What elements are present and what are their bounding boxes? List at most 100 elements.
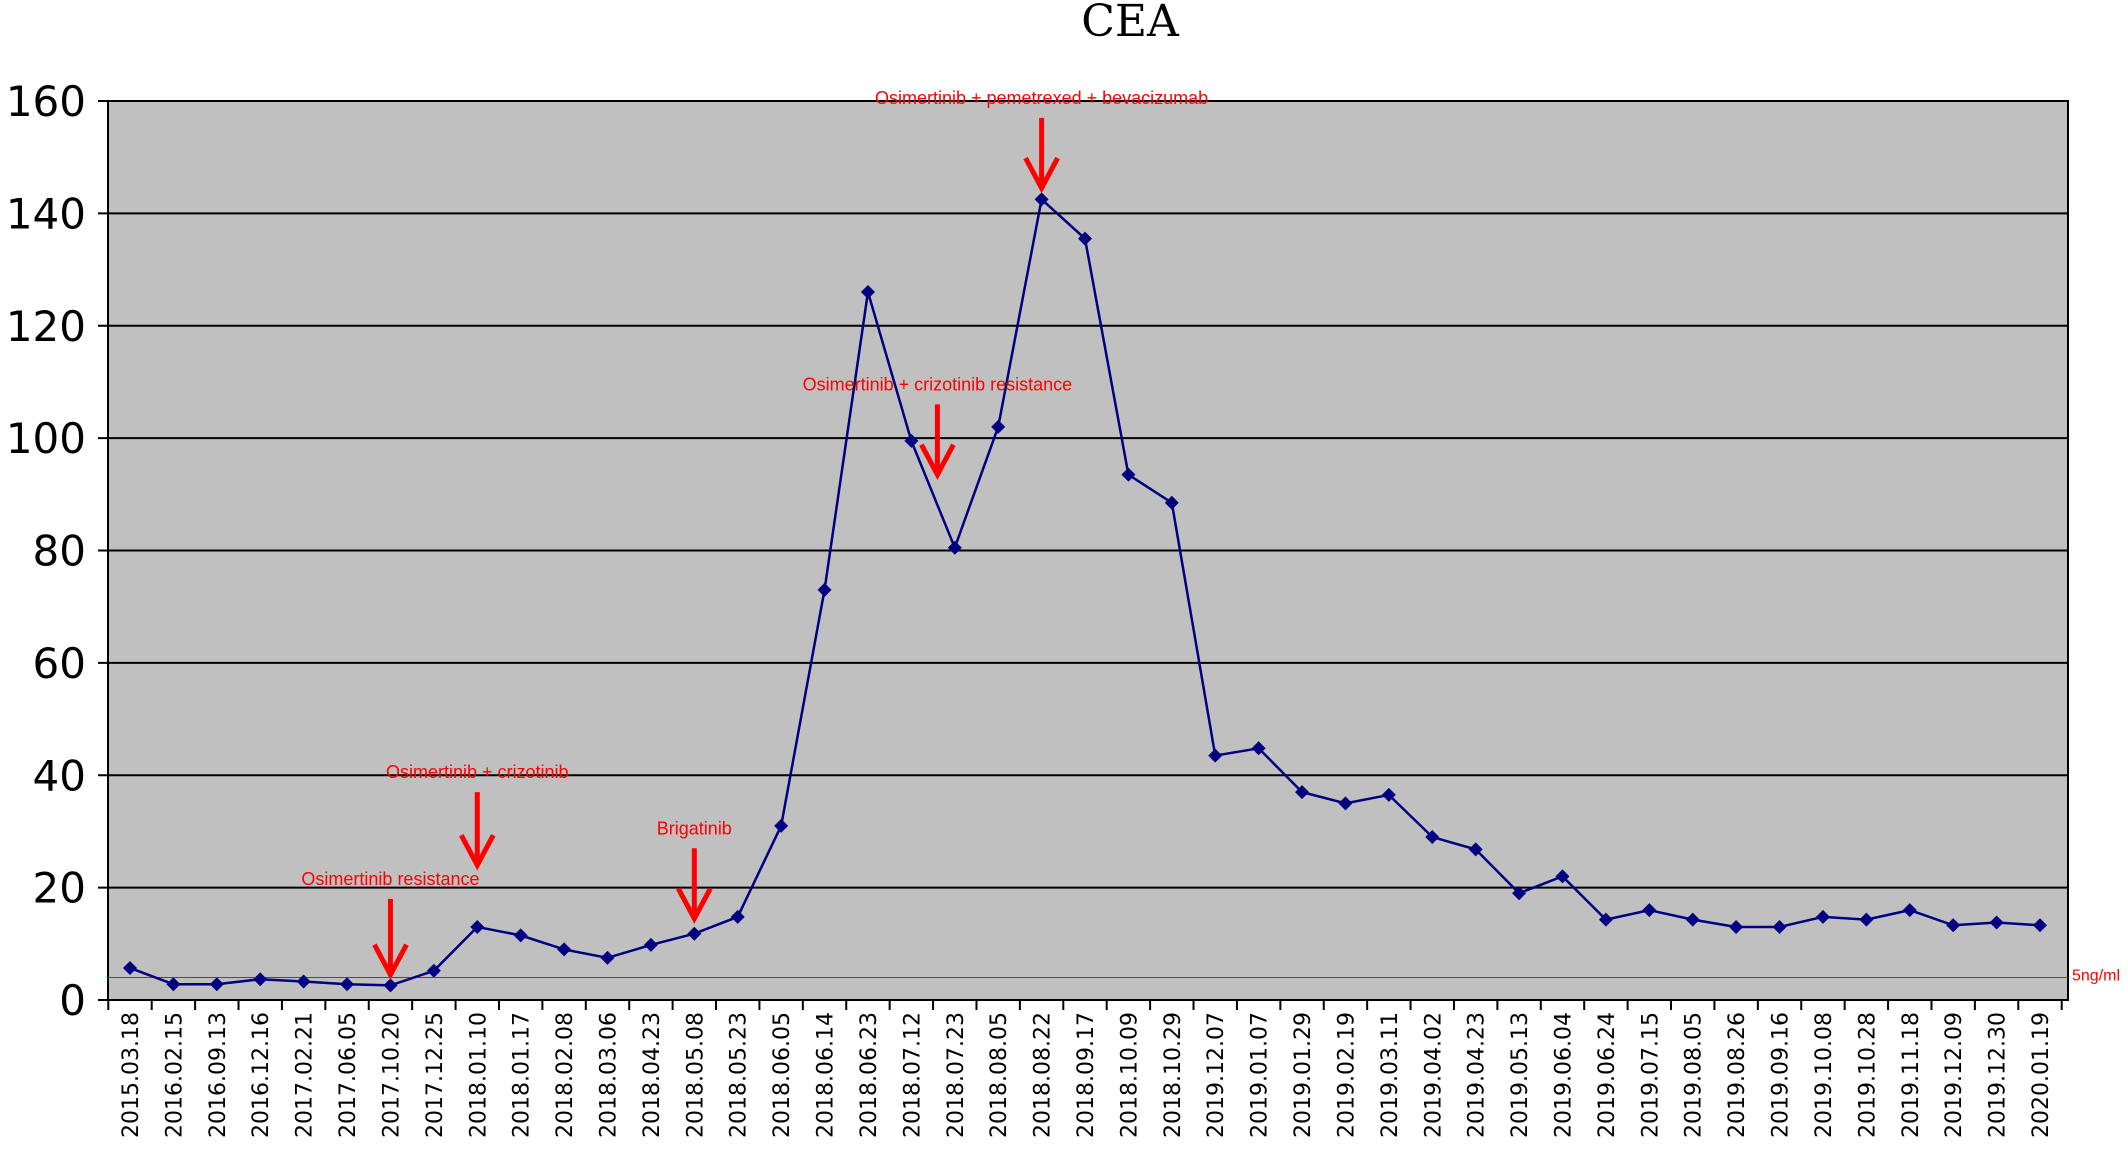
annotation-arrow-head (372, 943, 409, 981)
data-point (1555, 869, 1570, 884)
data-point (1468, 842, 1483, 857)
x-tick-label: 2017.02.21 (293, 1012, 318, 1138)
x-tick-label: 2018.04.23 (640, 1012, 665, 1138)
reference-line-group: 5ng/ml (108, 968, 2120, 985)
annotation-label: Osimertinib + crizotinib resistance (803, 374, 1073, 394)
x-tick-label: 2019.04.23 (1465, 1012, 1490, 1138)
x-tick-label: 2019.04.02 (1421, 1012, 1446, 1138)
x-tick-label: 2018.06.23 (857, 1012, 882, 1138)
x-tick-label: 2019.06.04 (1552, 1012, 1577, 1138)
x-tick-label: 2016.02.15 (162, 1012, 187, 1138)
data-point (947, 540, 962, 555)
x-tick-label: 2019.02.19 (1334, 1012, 1359, 1138)
y-tick-label: 0 (59, 976, 86, 1025)
x-tick-label: 2020.01.19 (2029, 1012, 2054, 1138)
data-point (643, 937, 658, 952)
x-tick-label: 2016.12.16 (249, 1012, 274, 1138)
data-point (991, 419, 1006, 434)
y-tick-label: 120 (6, 302, 86, 351)
x-tick-label: 2018.03.06 (597, 1012, 622, 1138)
y-tick-label: 140 (6, 189, 86, 238)
series-layer (123, 192, 2047, 993)
annotation-arrow-head (676, 887, 713, 924)
annotation-arrow-head (1023, 156, 1060, 194)
data-point (1598, 912, 1613, 927)
data-point (1208, 748, 1223, 763)
annotation-arrow-head (459, 833, 496, 871)
x-tick-label: 2018.01.17 (510, 1012, 535, 1138)
gridlines (108, 212, 2068, 889)
data-point (1946, 918, 1961, 933)
data-point (1512, 886, 1527, 901)
x-tick-label: 2019.12.30 (1986, 1012, 2011, 1138)
annotation-arrow-head (919, 443, 956, 480)
data-point (383, 978, 398, 993)
x-tick-label: 2019.11.18 (1899, 1012, 1924, 1138)
data-point (340, 977, 355, 992)
data-point (557, 942, 572, 957)
x-tick-label: 2019.01.29 (1291, 1012, 1316, 1138)
data-point (774, 818, 789, 833)
y-tick-label: 80 (33, 527, 86, 576)
data-point (1989, 915, 2004, 930)
data-point (687, 926, 702, 941)
y-tick-label: 160 (6, 77, 86, 126)
x-tick-label: 2019.05.13 (1508, 1012, 1533, 1138)
data-point (1902, 903, 1917, 918)
x-tick-label: 2018.10.09 (1117, 1012, 1142, 1138)
data-point (1034, 192, 1049, 207)
data-point (513, 928, 528, 943)
annotations: Osimertinib resistance Osimertinib + criz… (301, 88, 1208, 981)
y-tick-label: 20 (33, 864, 86, 913)
x-tick-label: 2018.02.08 (553, 1012, 578, 1138)
data-point (817, 582, 832, 597)
x-tick-label: 2018.08.22 (1031, 1012, 1056, 1138)
data-point (2033, 918, 2047, 933)
data-point (1815, 909, 1830, 924)
x-tick-label: 2019.07.15 (1638, 1012, 1663, 1138)
data-point (1425, 830, 1440, 845)
x-tick-label: 2019.08.05 (1682, 1012, 1707, 1138)
x-tick-label: 2019.10.08 (1812, 1012, 1837, 1138)
x-tick-label: 2018.10.29 (1161, 1012, 1186, 1138)
data-point (426, 963, 441, 978)
x-tick-label: 2018.07.12 (900, 1012, 925, 1138)
x-tick-label: 2017.10.20 (379, 1012, 404, 1138)
data-point (1685, 912, 1700, 927)
data-point (123, 960, 137, 975)
data-point (860, 285, 875, 300)
data-point (730, 909, 745, 924)
x-tick-label: 2018.01.10 (466, 1012, 491, 1138)
x-tick-label: 2019.01.07 (1248, 1012, 1273, 1138)
x-tick-label: 2019.12.07 (1204, 1012, 1229, 1138)
annotation-label: Osimertinib + crizotinib (386, 762, 569, 782)
annotation-label: Osimertinib resistance (301, 869, 479, 889)
x-tick-label: 2017.12.25 (423, 1012, 448, 1138)
x-tick-label: 2019.08.26 (1725, 1012, 1750, 1138)
data-point (470, 919, 485, 934)
x-tick-label: 2018.08.05 (987, 1012, 1012, 1138)
data-point (1729, 919, 1744, 934)
data-point (1859, 912, 1874, 927)
data-point (1338, 796, 1353, 811)
x-tick-label: 2019.03.11 (1378, 1012, 1403, 1138)
y-tick-label: 60 (33, 639, 86, 688)
x-tick-label: 2018.05.08 (683, 1012, 708, 1138)
data-point (166, 977, 181, 992)
axes: 0 20 40 60 80 100 120 140 160 2015.03.18 2016.02.1… (6, 77, 2063, 1138)
data-point (1121, 467, 1136, 482)
reference-line-label: 5ng/ml (2072, 968, 2120, 985)
data-point (1251, 741, 1266, 756)
y-tick-label: 100 (6, 414, 86, 463)
data-point (1164, 495, 1179, 510)
x-tick-label: 2017.06.05 (336, 1012, 361, 1138)
data-point (1381, 787, 1396, 802)
annotation-label: Brigatinib (657, 818, 732, 838)
data-point (600, 950, 615, 965)
x-tick-label: 2018.06.05 (770, 1012, 795, 1138)
chart-title: CEA (1081, 0, 1180, 47)
x-tick-label: 2018.05.23 (727, 1012, 752, 1138)
x-tick-label: 2019.06.24 (1595, 1012, 1620, 1138)
x-tick-label: 2015.03.18 (119, 1012, 144, 1138)
